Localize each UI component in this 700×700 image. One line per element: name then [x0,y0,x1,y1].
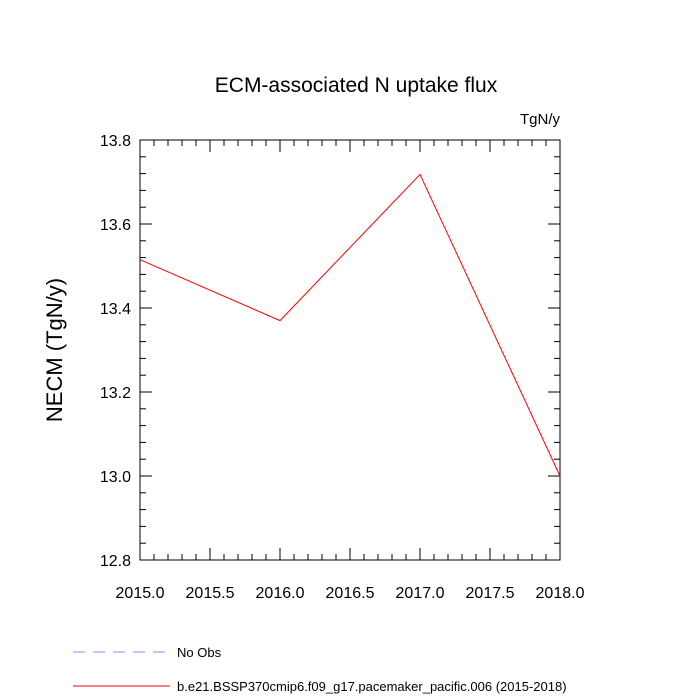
legend-label-1: b.e21.BSSP370cmip6.f09_g17.pacemaker_pac… [177,679,567,694]
axis-ticks: 2015.0 2015.5 2016.0 2016.5 2017.0 2017.5 2018… [100,133,585,602]
y-tick-label: 13.0 [100,469,131,486]
legend-label-0: No Obs [177,645,222,660]
legend: No Obs b.e21.BSSP370cmip6.f09_g17.pacemak… [73,645,567,694]
plot-frame [139,139,561,561]
y-axis-label: NECM (TgN/y) [42,278,67,422]
units-label: TgN/y [520,111,561,128]
y-tick-label: 12.8 [100,553,131,570]
y-tick-label: 13.8 [100,133,131,150]
y-tick-label: 13.6 [100,217,131,234]
x-tick-label: 2017.5 [466,585,515,602]
x-tick-label: 2017.0 [396,585,445,602]
series-group [139,173,561,477]
x-tick-label: 2016.5 [326,585,375,602]
series-line-1 [139,173,561,477]
y-tick-label: 13.4 [100,301,131,318]
chart-title: ECM-associated N uptake flux [215,74,498,97]
x-tick-label: 2015.0 [116,585,165,602]
x-tick-label: 2016.0 [256,585,305,602]
x-tick-label: 2015.5 [186,585,235,602]
y-tick-label: 13.2 [100,385,131,402]
x-tick-label: 2018.0 [536,585,585,602]
